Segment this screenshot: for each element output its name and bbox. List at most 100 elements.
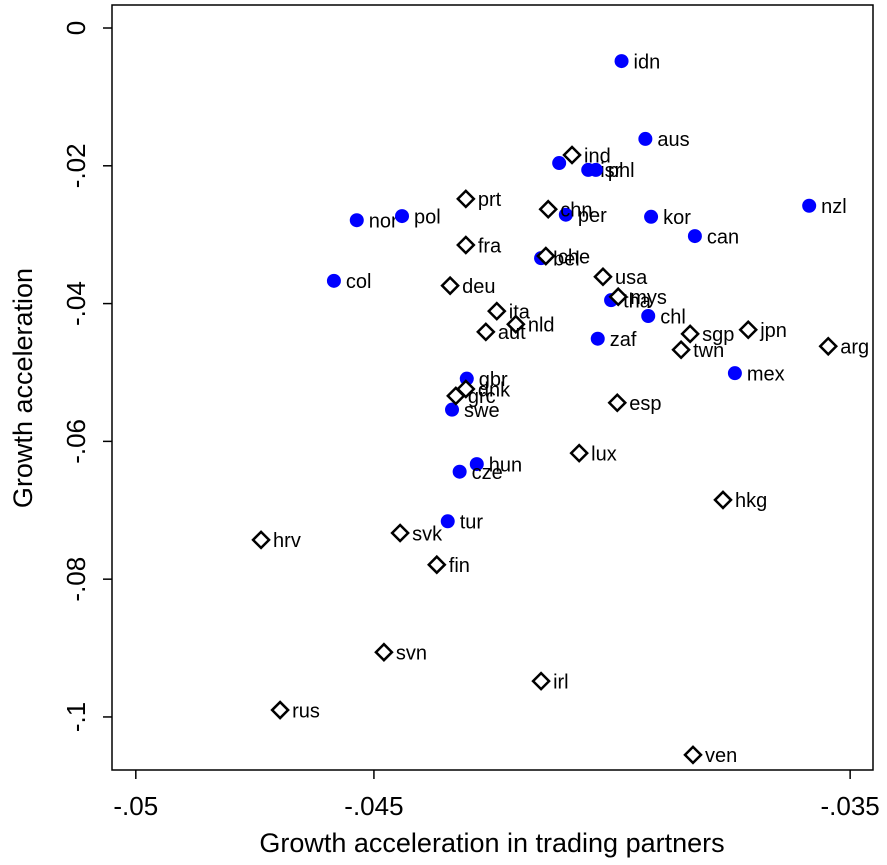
point-label: deu [462,276,495,298]
x-tick-label: -.035 [821,791,880,821]
point-label: grc [468,386,496,408]
point-label: svn [396,642,427,664]
point-label: lux [591,443,617,465]
point [536,246,556,266]
point-label: zaf [610,329,637,351]
plot-frame [111,4,874,771]
point [456,189,476,209]
point-label: usa [615,267,648,289]
point [802,198,817,213]
point-label: svk [412,523,443,545]
point-label: mys [630,287,667,309]
y-tick-label: -.04 [61,281,91,326]
point [683,745,703,765]
point [738,319,758,340]
point [270,700,290,720]
point-label: fra [478,235,502,257]
point-label: aut [498,322,526,344]
point-label: aus [657,129,689,151]
point-label: irl [553,671,569,693]
point-label: bel [553,248,580,270]
point [588,162,603,177]
point-label: prt [478,189,502,211]
point [452,464,467,479]
point-label: nzl [821,196,847,218]
point [593,266,613,287]
point [687,229,702,244]
point [326,273,341,288]
point-label: che [558,246,590,268]
point [641,308,656,323]
x-tick-label: -.05 [113,791,158,821]
y-axis-title: Growth acceleration [8,268,38,508]
point [506,314,526,335]
y-tick-label: -.06 [61,419,91,464]
point-label: arg [840,337,869,359]
y-tick-label: -.08 [61,557,91,602]
point [569,443,589,463]
point-label: hrv [273,530,301,552]
point [562,145,582,165]
point-label: hun [489,454,522,476]
point-label: swe [464,400,500,422]
point [558,207,573,222]
point-label: idn [634,51,661,73]
y-tick-label: -.02 [61,143,91,188]
point-label: nor [369,211,398,233]
point-label: kor [663,207,691,229]
point [349,213,364,228]
point-label: ind [584,145,611,167]
point [531,671,551,691]
point [608,286,628,307]
point [644,209,659,224]
point [251,530,271,550]
point [446,386,466,406]
point [445,402,460,417]
point-label: twn [693,340,724,362]
point [552,156,567,171]
point-label: tur [460,512,484,534]
y-tick-label: 0 [61,21,91,35]
point [440,275,460,296]
point-label: tha [623,290,652,312]
point [374,642,394,662]
point-label: rus [292,700,320,722]
point-label: chl [660,306,686,328]
point-label: mex [747,363,785,385]
point-label: cze [472,462,503,484]
point [638,131,653,146]
point [590,331,605,346]
point [727,366,742,381]
x-tick-label: -.045 [344,791,403,821]
point-label: ven [705,745,737,767]
point-label: pol [414,206,441,228]
point [614,54,629,69]
point [607,393,628,413]
point [671,339,691,360]
point [818,336,839,357]
point-label: isr [600,160,621,182]
point-label: sgp [702,324,734,346]
point-label: nld [528,315,555,337]
x-axis-title: Growth acceleration in trading partners [259,828,724,858]
point [456,235,476,255]
point [713,490,733,510]
point-label: per [578,205,607,227]
point [680,324,700,344]
point [469,457,484,472]
point [395,209,410,224]
y-tick-label: -.1 [61,702,91,732]
point [440,514,455,529]
point-label: fin [449,555,470,577]
point-label: dnk [478,379,511,401]
point [487,301,507,321]
point [476,322,496,342]
point-label: phl [608,160,635,182]
point-label: esp [629,393,661,415]
point [427,554,447,575]
point-label: col [346,271,372,293]
point-label: can [707,226,739,248]
point [538,199,558,219]
point-label: jpn [759,320,787,342]
point-label: hkg [735,490,767,512]
